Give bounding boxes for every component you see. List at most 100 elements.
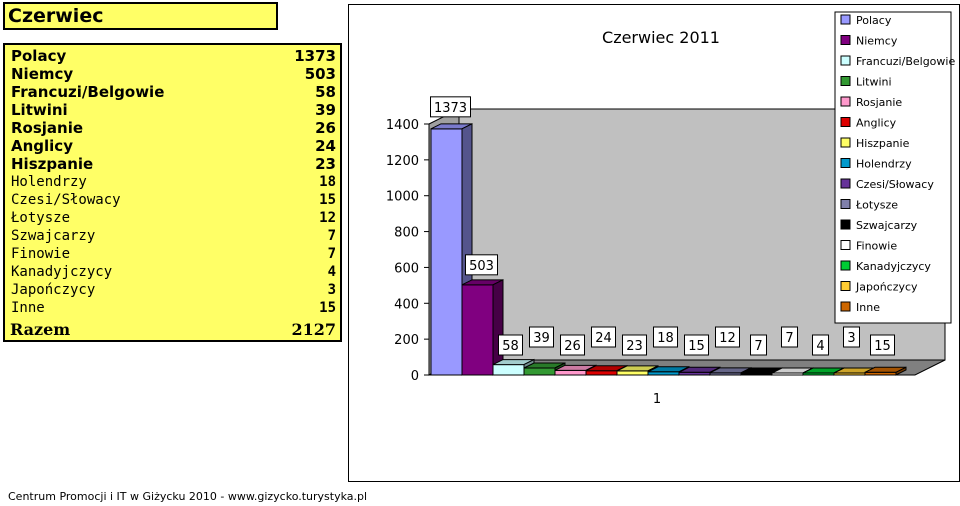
row-label: Anglicy <box>11 137 73 155</box>
data-label: 39 <box>533 331 550 346</box>
legend-swatch <box>840 178 851 189</box>
table-row: Łotysze 12 <box>8 209 340 227</box>
legend-swatch <box>840 240 851 250</box>
row-value: 12 <box>319 210 336 226</box>
chart-title: Czerwiec 2011 <box>602 28 720 47</box>
legend-entry: Szwajcarzy <box>856 219 918 232</box>
data-label: 1373 <box>434 101 467 116</box>
data-label-box <box>843 326 860 348</box>
legend <box>834 11 952 324</box>
row-value: 503 <box>304 65 336 83</box>
row-value: 58 <box>315 83 336 101</box>
row-value: 26 <box>315 119 336 137</box>
table-row: Rosjanie 26 <box>8 119 340 137</box>
legend-entry: Litwini <box>856 76 892 89</box>
total-row: Razem 2127 <box>3 320 342 342</box>
legend-entry: Rosjanie <box>856 96 902 109</box>
data-label-box <box>465 254 498 276</box>
legend-entry: Holendrzy <box>856 158 912 171</box>
y-tick-label: 200 <box>394 333 419 348</box>
row-value: 1373 <box>294 47 336 65</box>
data-label-box <box>812 334 829 356</box>
x-tick-label: 1 <box>653 392 661 407</box>
table-row: Hiszpanie 23 <box>8 155 340 173</box>
row-label: Rosjanie <box>11 119 84 137</box>
table-row: Litwini 39 <box>8 101 340 119</box>
y-tick-label: 0 <box>411 369 419 384</box>
legend-swatch <box>840 35 851 45</box>
row-label: Francuzi/Belgowie <box>11 83 165 101</box>
legend-entry: Niemcy <box>856 35 898 48</box>
row-value: 15 <box>319 192 336 208</box>
table-row: Anglicy 24 <box>8 137 340 155</box>
row-value: 24 <box>315 137 336 155</box>
data-label-box <box>529 326 554 348</box>
row-label: Finowie <box>11 246 71 262</box>
row-label: Polacy <box>11 47 67 65</box>
row-value: 23 <box>315 155 336 173</box>
legend-swatch <box>840 219 851 230</box>
row-value: 4 <box>327 264 336 280</box>
row-label: Holendrzy <box>11 174 87 190</box>
row-value: 15 <box>319 300 336 316</box>
legend-swatch <box>840 199 851 209</box>
bar-Hiszpanie <box>616 370 649 376</box>
row-value: 3 <box>327 282 336 298</box>
table-row: Czesi/Słowacy 15 <box>8 191 340 209</box>
row-label: Łotysze <box>11 210 71 226</box>
row-label: Kanadyjczycy <box>11 264 113 280</box>
y-tick-label: 600 <box>394 261 419 276</box>
legend-swatch <box>840 76 851 86</box>
bar-chart: 0 200 400 600 800 1000 1200 1400 Czerwiec 2011 1 1… <box>386 11 955 407</box>
y-tick-label: 1400 <box>386 118 419 133</box>
row-label: Japończycy <box>11 282 96 298</box>
row-label: Inne <box>11 300 45 316</box>
bar-side <box>895 366 907 376</box>
total-value: 2127 <box>291 320 336 339</box>
data-label: 3 <box>847 331 855 346</box>
data-label: 7 <box>785 331 793 346</box>
bar-Polacy <box>430 128 463 376</box>
data-label-box <box>591 326 616 348</box>
table-row: Kanadyjczycy 4 <box>8 263 340 281</box>
row-value: 39 <box>315 101 336 119</box>
row-label: Hiszpanie <box>11 155 94 173</box>
table-row: Holendrzy 18 <box>8 173 340 191</box>
data-label: 26 <box>564 339 581 354</box>
data-label-box <box>750 334 767 356</box>
legend-swatch <box>840 137 851 148</box>
data-label: 15 <box>688 339 705 354</box>
table-row: Polacy 1373 <box>8 47 340 65</box>
table-row: Finowie 7 <box>8 245 340 263</box>
legend-entry: Anglicy <box>856 117 897 130</box>
data-label: 12 <box>719 331 736 346</box>
row-value: 18 <box>319 174 336 190</box>
data-label-box <box>715 326 740 348</box>
table-row: Francuzi/Belgowie 58 <box>8 83 340 101</box>
data-label-box <box>430 96 471 118</box>
data-label: 7 <box>754 339 762 354</box>
chart-area: 0 200 400 600 800 1000 1200 1400 Czerwiec 2011 1 1… <box>348 4 960 482</box>
legend-swatch <box>840 55 851 66</box>
legend-swatch <box>840 260 851 271</box>
legend-entry: Hiszpanie <box>856 137 910 150</box>
table-row: Inne 15 <box>8 299 340 317</box>
data-label: 24 <box>595 331 612 346</box>
legend-entry: Kanadyjczycy <box>856 260 931 273</box>
legend-swatch <box>840 117 851 127</box>
data-label: 503 <box>469 259 494 274</box>
legend-swatch <box>840 96 851 107</box>
row-label: Szwajcarzy <box>11 228 96 244</box>
data-label: 15 <box>874 339 891 354</box>
table-row: Niemcy 503 <box>8 65 340 83</box>
y-tick-label: 1200 <box>386 154 419 169</box>
bar-Francuzi/Belgowie <box>492 364 525 376</box>
data-label: 4 <box>816 339 824 354</box>
row-label: Litwini <box>11 101 68 119</box>
y-tick-label: 800 <box>394 226 419 241</box>
legend-swatch <box>840 158 851 168</box>
legend-entry: Inne <box>856 301 880 314</box>
data-label-box <box>684 334 709 356</box>
row-value: 7 <box>327 246 336 262</box>
y-tick-label: 1000 <box>386 190 419 205</box>
